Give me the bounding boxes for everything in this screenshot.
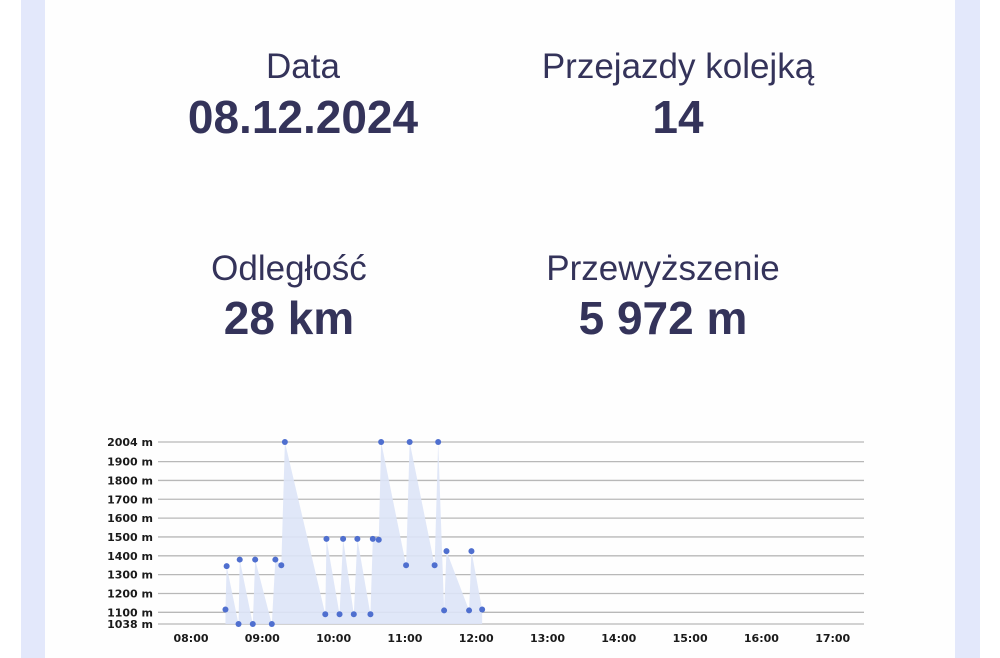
stat-date-label: Data bbox=[266, 47, 340, 86]
stat-date-value: 08.12.2024 bbox=[187, 91, 419, 143]
stat-distance: Odległość 28 km bbox=[139, 249, 439, 344]
stat-rides-label: Przejazdy kolejką bbox=[541, 47, 815, 86]
stat-rides: Przejazdy kolejką 14 bbox=[478, 47, 878, 143]
stat-date: Data 08.12.2024 bbox=[153, 47, 453, 143]
stat-elevation-value: 5 972 m bbox=[578, 292, 748, 344]
stat-distance-label: Odległość bbox=[211, 249, 367, 288]
stat-rides-value: 14 bbox=[652, 91, 704, 143]
stat-elevation: Przewyższenie 5 972 m bbox=[513, 249, 813, 344]
stat-distance-value: 28 km bbox=[223, 292, 355, 344]
right-side-bar bbox=[955, 0, 980, 658]
summary-card bbox=[45, 0, 955, 658]
left-side-bar bbox=[21, 0, 45, 658]
stat-elevation-label: Przewyższenie bbox=[546, 249, 780, 288]
